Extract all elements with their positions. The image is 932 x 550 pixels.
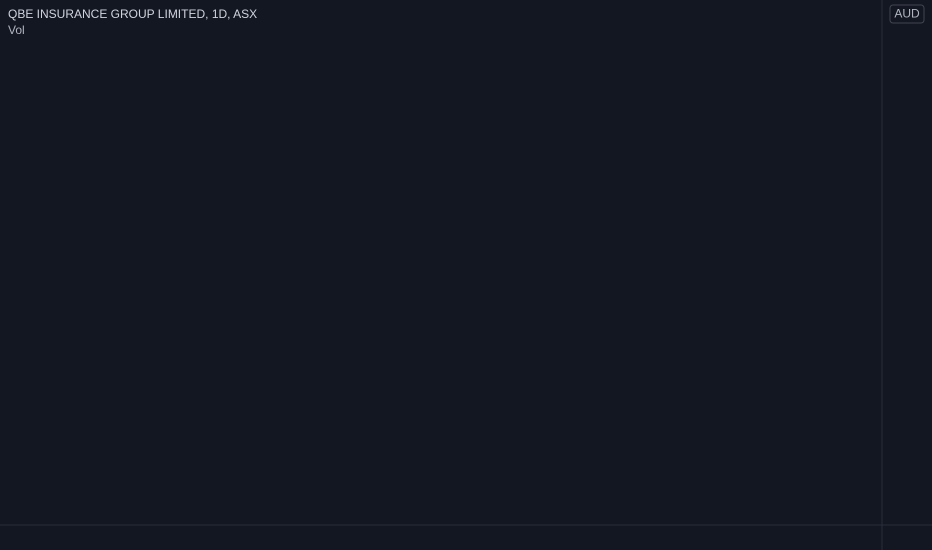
volume-label: Vol [8, 23, 25, 37]
currency-box[interactable] [889, 4, 925, 24]
chart-title: QBE INSURANCE GROUP LIMITED, 1D, ASX [8, 7, 257, 21]
currency: AUD [894, 7, 920, 21]
